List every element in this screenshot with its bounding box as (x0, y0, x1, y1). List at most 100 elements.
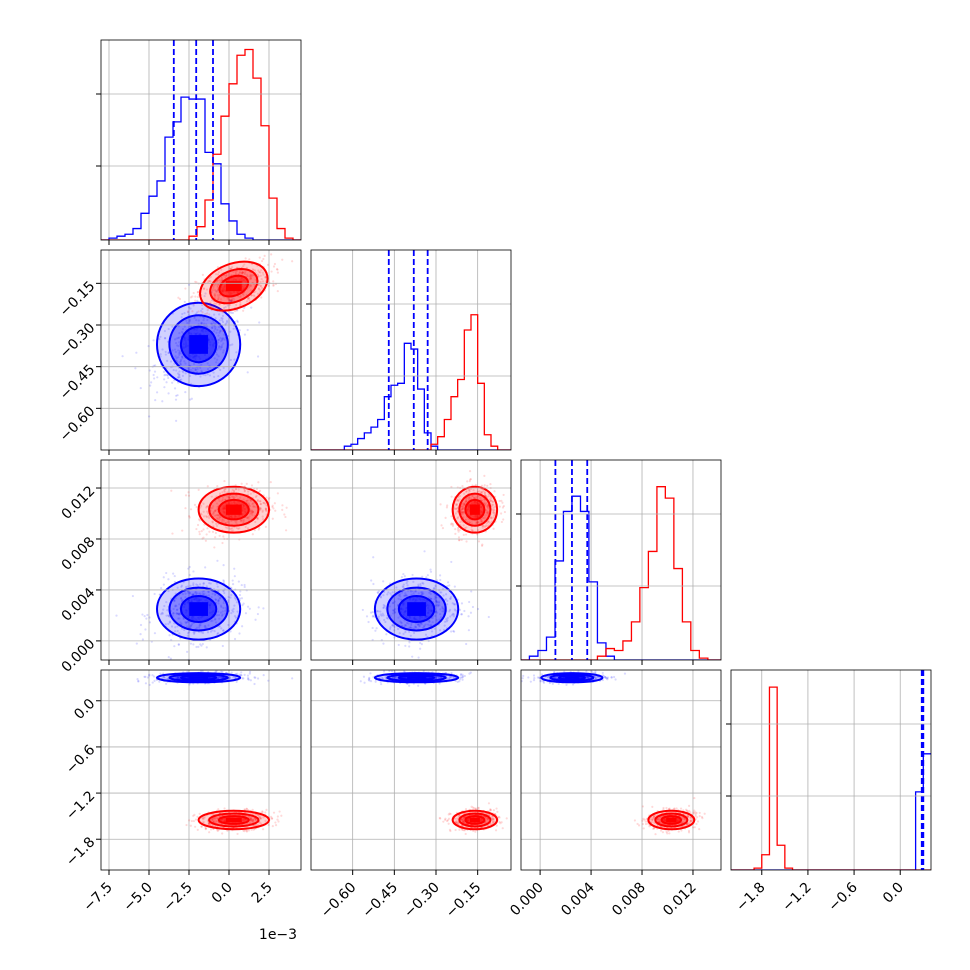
scatter-point (250, 274, 253, 277)
scatter-point (454, 532, 457, 535)
scatter-point (221, 311, 224, 314)
scatter-point (276, 815, 279, 818)
scatter-point (270, 817, 274, 820)
scatter-point (486, 511, 489, 514)
scatter-point (435, 619, 438, 622)
scatter-point (498, 499, 501, 503)
scatter-point (442, 820, 445, 823)
scatter-point (489, 496, 493, 500)
scatter-point (393, 608, 396, 612)
scatter-point (219, 597, 222, 600)
density-peak (189, 602, 208, 616)
scatter-point (382, 606, 385, 610)
scatter-point (417, 584, 420, 588)
scatter-point (177, 376, 180, 379)
scatter-point (439, 613, 442, 616)
scatter-point (215, 290, 218, 293)
scatter-point (249, 275, 252, 278)
scatter-point (181, 327, 185, 331)
scatter-point (481, 543, 484, 546)
scatter-point (237, 527, 240, 530)
scatter-point (218, 325, 221, 329)
axes-frame (100, 39, 302, 241)
scatter-point (199, 670, 202, 673)
scatter-point (217, 355, 220, 358)
scatter-point (121, 355, 124, 358)
scatter-point (379, 595, 382, 598)
scatter-point (211, 513, 214, 516)
scatter-point (207, 594, 211, 597)
scatter-point (265, 504, 268, 507)
scatter-point (439, 578, 442, 582)
scatter-point (232, 490, 236, 493)
scatter-point (194, 367, 197, 370)
scatter-point (228, 298, 231, 302)
scatter-point (439, 616, 443, 619)
scatter-point (460, 508, 464, 511)
scatter-point (245, 266, 249, 269)
scatter-point (501, 501, 504, 504)
scatter-point (199, 375, 202, 378)
scatter-point (270, 270, 273, 273)
scatter-point (432, 587, 435, 590)
scatter-point (191, 367, 195, 370)
scatter-point (259, 502, 262, 506)
scatter-point (216, 484, 219, 488)
scatter-point (382, 642, 385, 645)
scatter-point (424, 633, 428, 636)
scatter-point (199, 624, 202, 627)
scatter-point (259, 509, 262, 512)
scatter-point (220, 500, 223, 503)
scatter-point (153, 679, 156, 682)
scatter-point (220, 268, 223, 271)
scatter-point (218, 597, 221, 600)
scatter-point (178, 331, 181, 335)
y-tick-label: 0.000 (59, 636, 99, 676)
scatter-point (475, 522, 478, 525)
scatter-point (427, 596, 430, 599)
scatter-point (475, 520, 478, 523)
scatter-point (217, 347, 220, 350)
scatter-point (411, 589, 414, 593)
scatter-point (480, 490, 483, 493)
scatter-point (247, 829, 250, 832)
scatter-point (181, 529, 184, 532)
scatter-point (260, 278, 263, 281)
scatter-point (480, 519, 483, 522)
scatter-point (181, 598, 184, 602)
scatter-point (216, 517, 220, 521)
scatter-point (429, 623, 433, 626)
scatter-point (201, 590, 204, 593)
scatter-point (194, 591, 197, 594)
scatter-point (388, 627, 392, 631)
scatter-point (198, 624, 201, 627)
scatter-point (222, 337, 225, 340)
scatter-point (451, 523, 455, 526)
scatter-point (392, 624, 395, 627)
scatter-point (429, 592, 432, 596)
scatter-point (203, 287, 206, 290)
scatter-point (210, 818, 214, 821)
scatter-point (393, 610, 397, 614)
scatter-point (377, 590, 381, 593)
scatter-point (147, 415, 151, 418)
scatter-point (259, 284, 262, 287)
scatter-point (244, 270, 247, 273)
scatter-point (247, 286, 250, 289)
scatter-point (234, 488, 238, 491)
scatter-point (225, 274, 228, 277)
scatter-point (182, 617, 185, 621)
scatter-point (246, 674, 250, 677)
scatter-point (178, 603, 181, 606)
scatter-point (227, 623, 230, 627)
scatter-point (189, 368, 193, 372)
scatter-point (412, 631, 416, 635)
scatter-point (160, 612, 163, 616)
scatter-point (216, 514, 219, 517)
scatter-point (393, 625, 396, 629)
scatter-point (216, 348, 219, 351)
scatter-point (396, 627, 400, 631)
scatter-point (219, 611, 223, 614)
scatter-point (454, 609, 457, 612)
scatter-point (149, 384, 152, 387)
